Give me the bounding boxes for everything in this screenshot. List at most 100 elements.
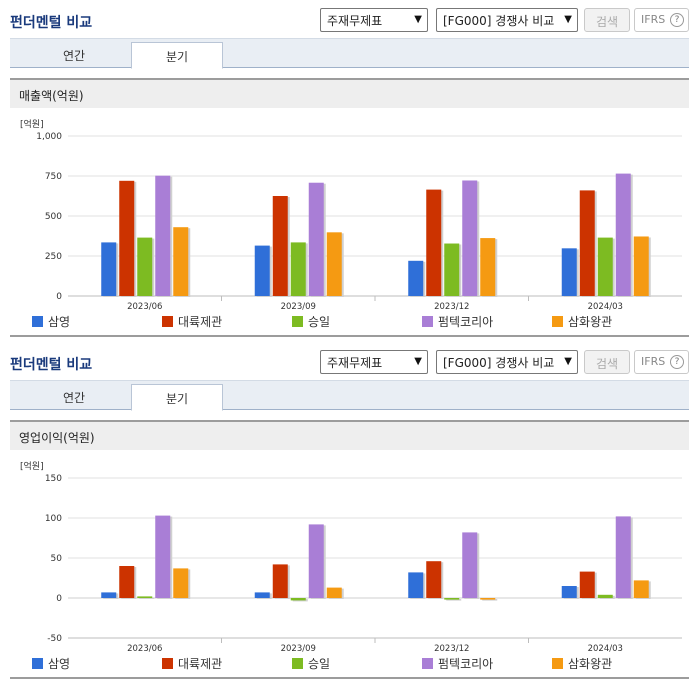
bar-대륙제관-2023/06 [119,566,135,598]
bar-삼화왕관-2023/12 [480,238,496,296]
legend-swatch [292,316,303,327]
tab-annual[interactable]: 연간 [62,391,86,405]
bar-펌텍코리아-2024/03 [615,173,631,296]
legend-swatch [162,316,173,327]
statement-select-value: 주재무제표 [327,356,383,370]
search-button[interactable]: 검색 [584,8,630,32]
legend-swatch [422,658,433,669]
compare-select-value: [FG000] 경쟁사 비교 [443,14,555,28]
legend-item[interactable]: 삼영 [32,655,70,672]
ifrs-help-button[interactable]: IFRS ? [634,8,689,32]
y-tick-label: 150 [45,474,62,484]
panel-title: 펀더멘털 비교 [10,15,93,31]
legend-label: 삼영 [48,315,71,329]
ifrs-label: IFRS [641,13,666,26]
x-tick-label: 2024/03 [588,644,623,654]
bar-펌텍코리아-2023/06 [155,175,171,296]
legend-item[interactable]: 승일 [292,313,330,330]
legend-item[interactable]: 펌텍코리아 [422,313,493,330]
compare-select-value: [FG000] 경쟁사 비교 [443,356,555,370]
legend-label: 대륙제관 [178,315,223,329]
bar-삼영-2023/09 [254,592,270,598]
bar-삼화왕관-2023/12 [480,598,496,600]
bar-shadow [446,599,462,601]
statement-select[interactable]: 주재무제표 ▼ [320,8,428,32]
legend-swatch [292,658,303,669]
bar-삼영-2023/12 [408,260,424,296]
bar-삼영-2023/06 [101,592,117,598]
statement-select[interactable]: 주재무제표 ▼ [320,350,428,374]
bar-대륙제관-2023/09 [272,196,288,296]
bar-펌텍코리아-2024/03 [615,516,631,598]
y-tick-label: 1,000 [36,132,62,142]
compare-select[interactable]: [FG000] 경쟁사 비교 ▼ [436,350,578,374]
bar-삼영-2023/09 [254,245,270,296]
bar-shadow [139,597,155,599]
legend-label: 승일 [308,657,331,671]
tab-quarterly[interactable]: 분기 [131,384,223,411]
chart-title: 영업이익(억원) [10,420,689,450]
sales-bar-chart: 0 250 500 750 1,000 2023/06 2023/09 2023/12 2024… [36,132,682,312]
chart-title: 매출액(억원) [10,78,689,108]
bar-펌텍코리아-2023/09 [308,182,324,296]
bar-승일-2024/03 [597,237,613,296]
tab-annual[interactable]: 연간 [62,49,86,63]
fundamental-panel-operating-profit: 펀더멘털 비교 주재무제표 ▼ [FG000] 경쟁사 비교 ▼ 검색 IFRS… [0,342,696,684]
bar-대륙제관-2024/03 [579,190,595,296]
legend-item[interactable]: 펌텍코리아 [422,655,493,672]
x-tick-label: 2023/09 [281,644,316,654]
legend-item[interactable]: 삼화왕관 [552,655,612,672]
legend-swatch [422,316,433,327]
bar-승일-2023/12 [444,598,460,600]
compare-select[interactable]: [FG000] 경쟁사 비교 ▼ [436,8,578,32]
bar-삼영-2024/03 [561,586,577,598]
bar-삼화왕관-2023/09 [326,587,342,598]
y-tick-label: -50 [47,634,62,644]
search-button[interactable]: 검색 [584,350,630,374]
tab-quarterly[interactable]: 분기 [131,42,223,69]
legend-swatch [162,658,173,669]
x-tick-label: 2023/06 [127,644,162,654]
period-tabs: 연간 분기 [10,38,689,69]
chevron-down-icon: ▼ [414,14,422,25]
legend-item[interactable]: 승일 [292,655,330,672]
chevron-down-icon: ▼ [414,356,422,367]
chevron-down-icon: ▼ [564,14,572,25]
ifrs-help-button[interactable]: IFRS ? [634,350,689,374]
legend-item[interactable]: 대륙제관 [162,313,222,330]
bar-삼영-2023/12 [408,572,424,598]
ifrs-label: IFRS [641,355,666,368]
bar-대륙제관-2023/12 [426,561,442,598]
chevron-down-icon: ▼ [564,356,572,367]
help-icon: ? [670,355,684,369]
bar-승일-2023/06 [137,596,153,598]
bar-펌텍코리아-2023/09 [308,524,324,598]
y-tick-label: 750 [45,172,62,182]
bar-삼영-2023/06 [101,242,117,296]
help-icon: ? [670,13,684,27]
bar-승일-2023/12 [444,243,460,296]
bar-삼화왕관-2023/06 [173,227,189,296]
legend-item[interactable]: 대륙제관 [162,655,222,672]
legend-swatch [552,316,563,327]
bar-삼영-2024/03 [561,248,577,296]
legend-item[interactable]: 삼화왕관 [552,313,612,330]
chart-legend: 삼영 대륙제관 승일 펌텍코리아 삼화왕관 [32,313,672,329]
legend-label: 삼화왕관 [568,315,613,329]
bar-대륙제관-2023/12 [426,189,442,296]
bar-삼화왕관-2023/09 [326,232,342,296]
legend-item[interactable]: 삼영 [32,313,70,330]
legend-swatch [32,316,43,327]
y-unit-label: [억원] [20,120,44,130]
y-tick-label: 250 [45,252,62,262]
legend-label: 대륙제관 [178,657,223,671]
legend-swatch [552,658,563,669]
bar-승일-2023/09 [290,242,306,296]
y-tick-label: 100 [45,514,62,524]
bar-펌텍코리아-2023/12 [462,532,478,598]
legend-label: 펌텍코리아 [438,657,494,671]
x-tick-label: 2023/12 [434,644,469,654]
y-unit-label: [억원] [20,462,44,472]
fundamental-panel-sales: 펀더멘털 비교 주재무제표 ▼ [FG000] 경쟁사 비교 ▼ 검색 IFRS… [10,8,689,337]
bar-승일-2023/06 [137,237,153,296]
